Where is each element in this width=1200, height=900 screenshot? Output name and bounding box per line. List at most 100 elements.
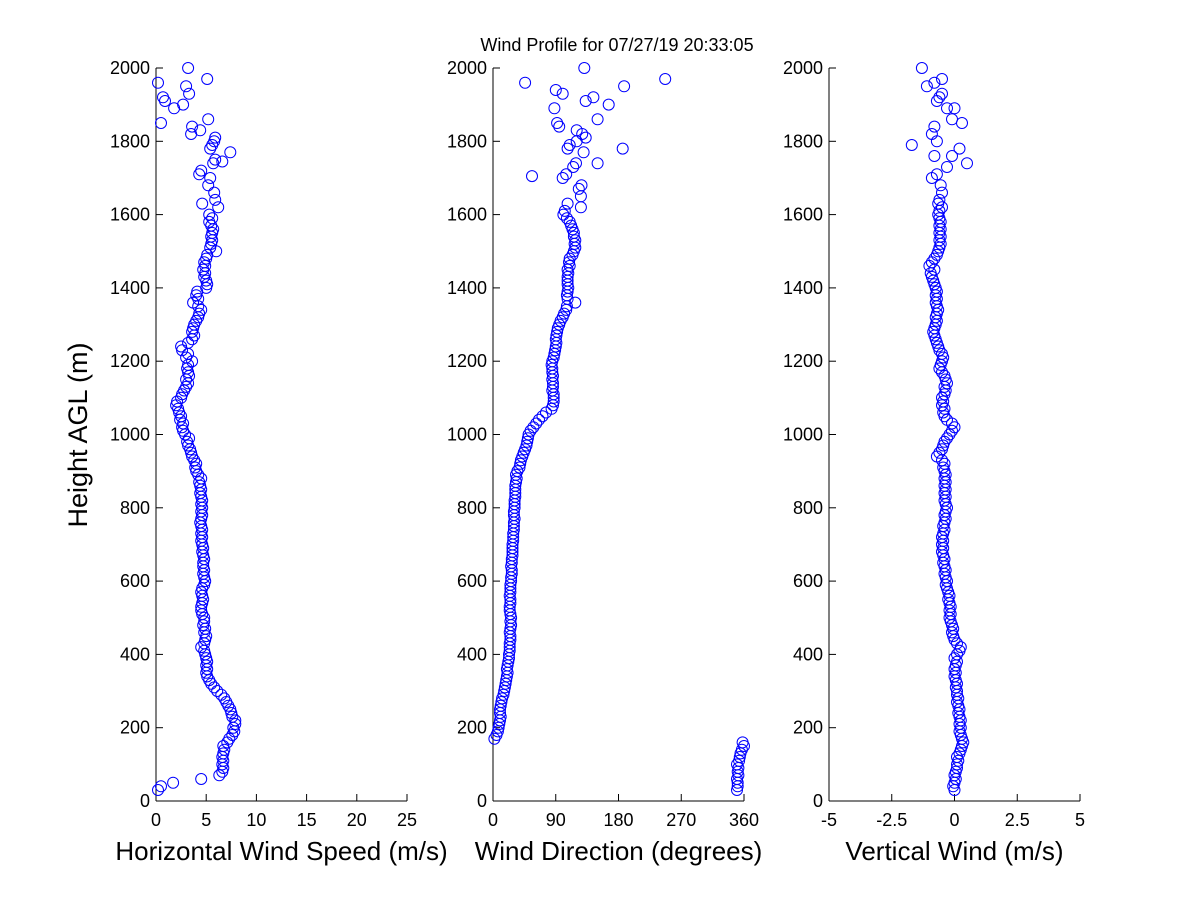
speed-data-point bbox=[218, 692, 231, 705]
vertical-data-point bbox=[938, 369, 951, 382]
speed-data-point bbox=[226, 710, 239, 723]
direction-y-tick-label: 400 bbox=[457, 644, 487, 664]
speed-data-point bbox=[176, 421, 189, 434]
speed-data-point bbox=[224, 146, 237, 159]
speed-data-point bbox=[201, 73, 214, 85]
speed-y-tick-label: 200 bbox=[120, 718, 150, 738]
direction-data-point bbox=[575, 179, 588, 192]
direction-data-point bbox=[563, 139, 576, 151]
speed-x-axis-label: Horizontal Wind Speed (m/s) bbox=[115, 836, 447, 866]
speed-data-point bbox=[209, 193, 222, 206]
direction-data-point bbox=[569, 296, 582, 309]
direction-x-tick-label: 270 bbox=[666, 810, 696, 830]
vertical-y-tick-label: 1200 bbox=[783, 351, 823, 371]
speed-x-tick-label: 25 bbox=[397, 810, 417, 830]
direction-x-tick-label: 0 bbox=[488, 810, 498, 830]
speed-data-point bbox=[198, 637, 211, 650]
speed-data-point bbox=[170, 399, 183, 412]
direction-data-point bbox=[556, 172, 569, 184]
direction-data-point bbox=[511, 465, 524, 478]
vertical-data-point bbox=[930, 135, 943, 148]
speed-data-point bbox=[195, 773, 208, 785]
direction-y-tick-label: 1800 bbox=[447, 131, 487, 151]
vertical-data-point bbox=[936, 73, 948, 85]
speed-data-point bbox=[216, 751, 229, 763]
direction-y-tick-label: 200 bbox=[457, 718, 487, 738]
speed-data-point bbox=[182, 336, 195, 349]
direction-data-point bbox=[577, 146, 590, 159]
direction-data-point bbox=[563, 215, 576, 228]
vertical-y-tick-label: 0 bbox=[813, 791, 823, 811]
speed-y-tick-label: 800 bbox=[120, 498, 150, 518]
direction-data-point bbox=[574, 190, 587, 203]
speed-data-point bbox=[209, 153, 222, 166]
direction-x-tick-label: 180 bbox=[603, 810, 633, 830]
direction-data-point bbox=[659, 73, 672, 85]
direction-data-point bbox=[519, 76, 532, 89]
speed-data-point bbox=[208, 186, 221, 199]
speed-data-point bbox=[180, 373, 193, 386]
direction-data-point bbox=[616, 142, 629, 155]
speed-x-tick-label: 0 bbox=[151, 810, 161, 830]
speed-data-point bbox=[198, 553, 211, 566]
speed-data-point bbox=[205, 230, 218, 243]
speed-data-point bbox=[177, 98, 190, 111]
vertical-data-point bbox=[928, 150, 941, 162]
speed-data-point bbox=[152, 76, 164, 89]
direction-y-tick-label: 600 bbox=[457, 571, 487, 591]
vertical-data-point bbox=[936, 347, 948, 360]
direction-x-tick-label: 90 bbox=[546, 810, 566, 830]
speed-data-point bbox=[195, 164, 208, 177]
speed-data-point bbox=[186, 120, 199, 133]
direction-data-point bbox=[561, 142, 574, 155]
vertical-data-point bbox=[946, 113, 958, 126]
speed-data-point bbox=[204, 172, 217, 184]
vertical-data-point bbox=[946, 424, 958, 437]
speed-data-point bbox=[198, 615, 211, 628]
speed-data-point bbox=[215, 688, 228, 701]
direction-data-point bbox=[553, 120, 566, 133]
speed-y-tick-label: 1200 bbox=[110, 351, 150, 371]
vertical-data-point bbox=[938, 402, 951, 415]
direction-data-point bbox=[570, 157, 582, 170]
vertical-y-tick-label: 1800 bbox=[783, 131, 823, 151]
speed-data-point bbox=[195, 472, 208, 485]
speed-data-point bbox=[202, 113, 215, 126]
speed-data-point bbox=[180, 80, 193, 93]
speed-x-tick-label: 20 bbox=[347, 810, 367, 830]
speed-data-point bbox=[223, 732, 236, 745]
speed-data-point bbox=[195, 641, 208, 654]
vertical-data-point bbox=[941, 161, 953, 173]
speed-data-point bbox=[196, 523, 209, 536]
vertical-data-point bbox=[951, 751, 963, 763]
direction-data-point bbox=[572, 182, 585, 195]
vertical-data-point bbox=[920, 80, 933, 93]
figure-title: Wind Profile for 07/27/19 20:33:05 bbox=[480, 35, 753, 55]
panel-wind-direction: 0 200 400 600 800 1000 1200 1400 1600 1800 2000 0 90… bbox=[447, 58, 762, 866]
speed-data-point bbox=[216, 155, 229, 168]
vertical-y-tick-label: 600 bbox=[793, 571, 823, 591]
speed-x-tick-label: 10 bbox=[246, 810, 266, 830]
vertical-data-point bbox=[933, 446, 946, 459]
direction-data-point bbox=[551, 117, 564, 129]
speed-data-point bbox=[211, 685, 224, 697]
speed-data-point bbox=[181, 362, 194, 375]
direction-data-point bbox=[579, 95, 592, 107]
vertical-y-tick-label: 1000 bbox=[783, 425, 823, 445]
direction-data-point bbox=[521, 432, 534, 445]
vertical-data-point bbox=[951, 655, 963, 668]
vertical-data-point bbox=[930, 95, 943, 107]
direction-data-point bbox=[591, 113, 604, 126]
direction-data-point bbox=[567, 230, 580, 243]
direction-data-point bbox=[530, 417, 543, 430]
speed-data-point bbox=[167, 776, 180, 789]
speed-data-point bbox=[157, 91, 169, 104]
vertical-data-point bbox=[928, 76, 941, 89]
vertical-data-point bbox=[938, 457, 951, 470]
direction-y-tick-label: 1600 bbox=[447, 205, 487, 225]
vertical-data-point bbox=[934, 179, 947, 192]
speed-data-point bbox=[187, 322, 200, 335]
direction-y-tick-label: 1000 bbox=[447, 425, 487, 445]
speed-data-point bbox=[208, 681, 221, 694]
vertical-data-point bbox=[925, 128, 938, 140]
